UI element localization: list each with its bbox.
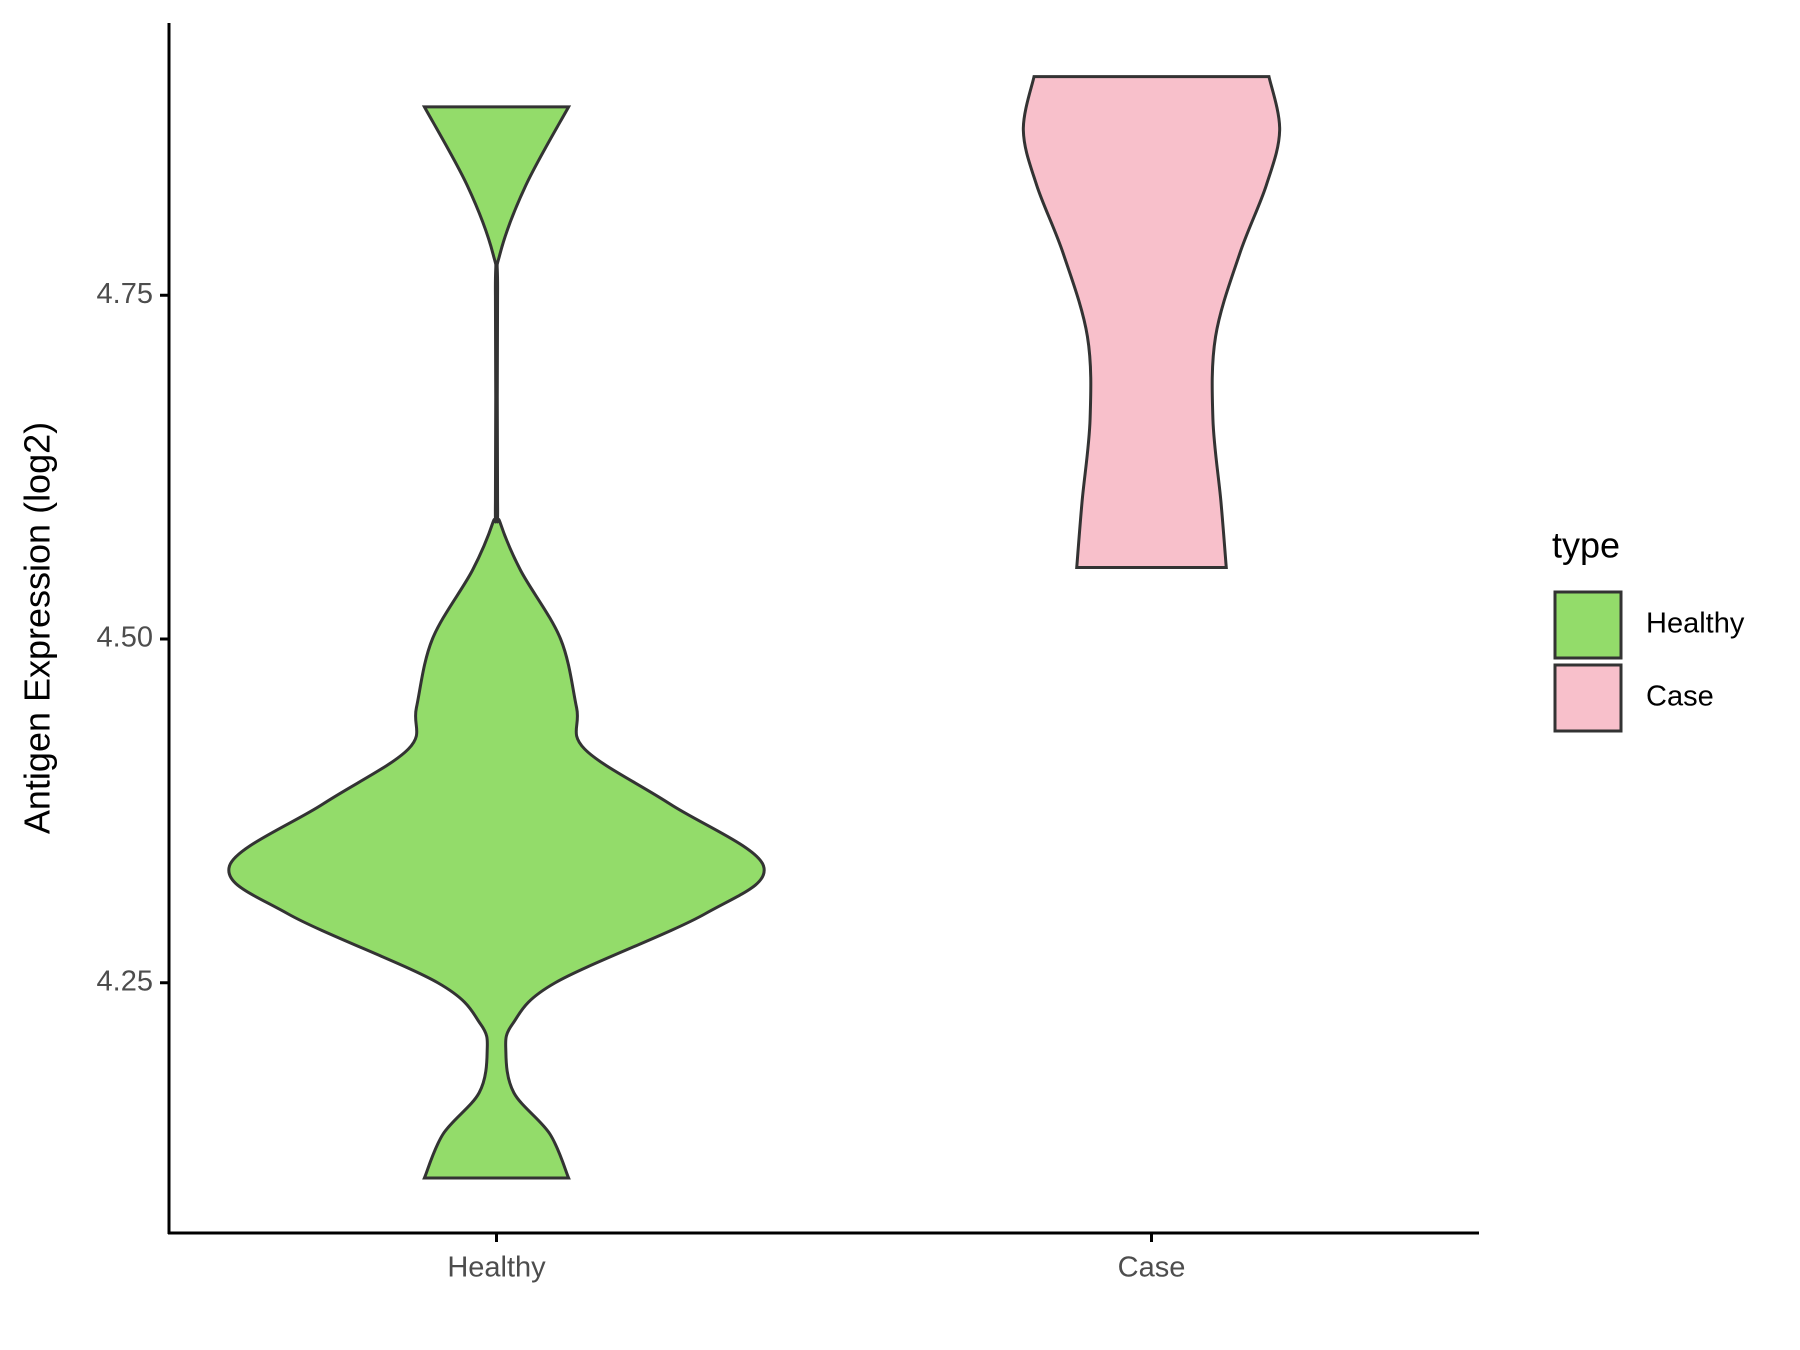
y-tick-label: 4.25 xyxy=(97,965,153,997)
violin xyxy=(1021,75,1282,569)
x-tick-label: Case xyxy=(1118,1252,1186,1284)
x-tick-label: Healthy xyxy=(447,1252,546,1284)
violin xyxy=(227,105,766,1180)
legend-swatch xyxy=(1553,663,1623,733)
y-tick-label: 4.50 xyxy=(97,622,153,654)
y-axis-label: Antigen Expression (log2) xyxy=(17,422,58,834)
legend-swatch xyxy=(1553,590,1623,660)
y-tick-label: 4.75 xyxy=(97,278,153,310)
legend-label: Healthy xyxy=(1646,608,1745,640)
legend-label: Case xyxy=(1646,681,1714,713)
legend-title: type xyxy=(1552,525,1620,566)
